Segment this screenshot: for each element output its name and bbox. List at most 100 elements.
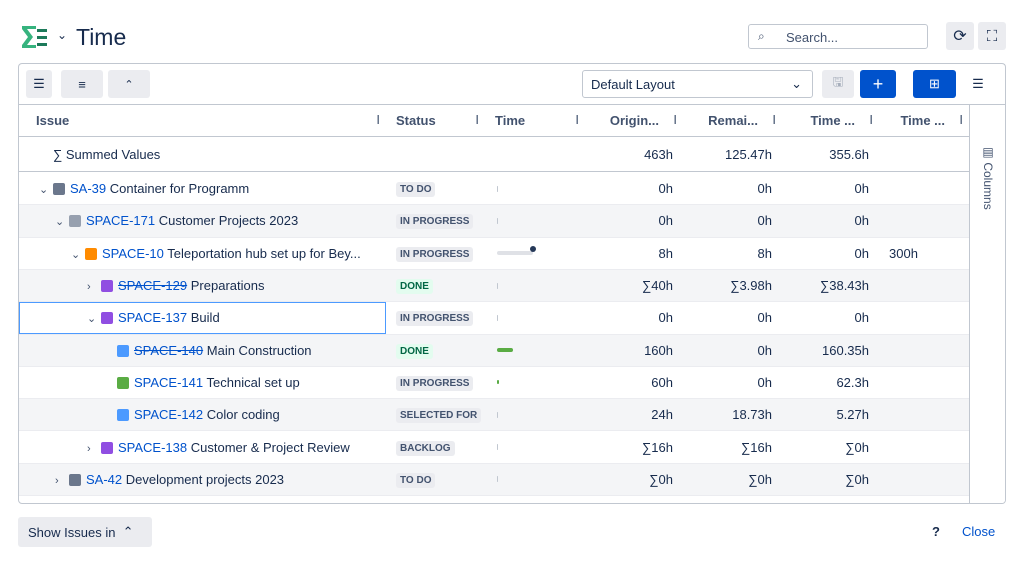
issue-key[interactable]: SPACE-142: [134, 407, 204, 423]
original-cell: ∑16h: [642, 439, 673, 455]
original-cell: 160h: [644, 342, 673, 358]
time-cell: [485, 399, 585, 430]
spent-cell: 62.3h: [836, 374, 869, 390]
status-lozenge: DONE: [396, 343, 433, 359]
resize-handle[interactable]: I: [475, 113, 479, 128]
expand-toggle[interactable]: ›: [87, 442, 91, 455]
column-header[interactable]: Issue I: [19, 113, 386, 128]
resize-handle[interactable]: I: [772, 113, 776, 128]
resize-handle[interactable]: I: [959, 113, 963, 128]
issue-row[interactable]: SPACE-142 Color coding SELECTED FOR 24h 18.…: [19, 399, 969, 432]
filter-button[interactable]: ≡: [61, 70, 103, 98]
logo-menu[interactable]: ⌄: [57, 28, 68, 42]
issue-summary: Preparations: [190, 278, 265, 294]
expand-toggle[interactable]: ⌄: [39, 184, 49, 197]
column-header[interactable]: Origin... I: [585, 113, 683, 128]
remaining-cell: ∑0h: [748, 471, 772, 487]
issue-summary: Customer Projects 2023: [158, 213, 299, 229]
issue-key[interactable]: SA-42: [86, 471, 123, 487]
resize-handle[interactable]: I: [376, 113, 380, 128]
status-cell: IN PROGRESS: [386, 374, 485, 391]
extra-cell: 300h: [889, 245, 918, 261]
columns-toggle[interactable]: ▤ Columns: [981, 145, 995, 210]
issue-row[interactable]: › SA-42 Development projects 2023 TO DO ∑0h…: [19, 463, 969, 497]
issue-row[interactable]: ⌄ SA-39 Container for Programm TO DO 0h 0h 0h: [19, 173, 969, 206]
issue-key[interactable]: SPACE-171: [86, 213, 156, 229]
issue-type-icon: [53, 183, 65, 196]
summary-row: ∑ Summed Values 463h 125.47h 355.6h: [19, 138, 969, 172]
issue-key[interactable]: SPACE-140: [134, 342, 204, 358]
issue-summary: Technical set up: [206, 374, 300, 390]
issue-row[interactable]: SPACE-140 Main Construction DONE 160h 0h 160…: [19, 334, 969, 367]
search-box[interactable]: ⌕ Search...: [748, 24, 928, 49]
resize-handle[interactable]: I: [575, 113, 579, 128]
issue-cell: › SPACE-129 Preparations: [19, 278, 386, 293]
expand-toggle[interactable]: ⌄: [87, 313, 97, 326]
time-cell: [485, 238, 585, 269]
column-header[interactable]: Status I: [386, 113, 485, 128]
issue-key[interactable]: SPACE-129: [118, 278, 188, 294]
resize-handle[interactable]: I: [673, 113, 677, 128]
issue-key[interactable]: SPACE-138: [118, 439, 188, 455]
time-cell: [485, 431, 585, 462]
collapse-button[interactable]: ⌃: [108, 70, 150, 98]
summary-remaining: 125.47h: [725, 147, 772, 162]
summary-label: ∑ Summed Values: [53, 147, 161, 162]
spent-cell: ∑0h: [845, 471, 869, 487]
issue-key[interactable]: SPACE-137: [118, 310, 188, 326]
issue-cell: SPACE-142 Color coding: [19, 407, 386, 422]
add-button[interactable]: +: [860, 70, 896, 98]
time-tick: [497, 314, 498, 321]
column-header[interactable]: Time I: [485, 113, 585, 128]
list-view-button[interactable]: ☰: [960, 70, 996, 98]
structure-button[interactable]: ☰: [26, 70, 52, 98]
column-label: Time ...: [900, 113, 945, 129]
time-tick: [497, 217, 498, 224]
refresh-button[interactable]: ⟳: [946, 22, 974, 50]
fullscreen-button[interactable]: ⛶: [978, 22, 1006, 50]
status-cell: TO DO: [386, 180, 485, 198]
issue-row[interactable]: › SPACE-129 Preparations DONE ∑40h ∑3.98h ∑38…: [19, 269, 969, 303]
status-cell: DONE: [386, 342, 485, 359]
close-button[interactable]: Close: [962, 524, 996, 539]
issue-key[interactable]: SA-39: [70, 181, 107, 197]
expand-toggle[interactable]: ›: [87, 281, 91, 294]
issue-row[interactable]: ⌄ SPACE-171 Customer Projects 2023 IN PROG…: [19, 205, 969, 238]
expand-toggle[interactable]: ⌄: [71, 248, 81, 261]
layout-select[interactable]: Default Layout ⌄: [582, 70, 813, 98]
resize-handle[interactable]: I: [869, 113, 873, 128]
time-cell: [485, 302, 585, 333]
time-cell: [485, 173, 585, 204]
issue-row[interactable]: SPACE-141 Technical set up IN PROGRESS 60h…: [19, 367, 969, 400]
issue-cell: SPACE-140 Main Construction: [19, 343, 386, 358]
issue-key[interactable]: SPACE-10: [102, 245, 164, 261]
spent-cell: 0h: [854, 245, 869, 261]
hierarchy-view-button[interactable]: ⊞: [913, 70, 956, 98]
column-header[interactable]: Time ... I: [782, 113, 879, 128]
issue-summary: Build: [190, 310, 220, 326]
remaining-cell: 0h: [757, 342, 772, 358]
help-button[interactable]: ?: [932, 524, 940, 539]
issue-row[interactable]: ⌄ SPACE-10 Teleportation hub set up for B…: [19, 238, 969, 270]
column-label: Time ...: [810, 113, 855, 129]
column-header[interactable]: Remai... I: [683, 113, 782, 128]
issue-type-icon: [85, 247, 97, 260]
save-button[interactable]: 🖫: [822, 70, 854, 98]
side-panel[interactable]: ▤ Columns: [969, 105, 1005, 503]
remaining-cell: 0h: [757, 181, 772, 197]
issue-row[interactable]: ⌄ SPACE-137 Build IN PROGRESS 0h 0h 0h: [19, 302, 969, 335]
show-issues-button[interactable]: Show Issues in ⌃: [18, 517, 152, 547]
issue-cell: ⌄ SPACE-171 Customer Projects 2023: [19, 213, 386, 228]
status-cell: TO DO: [386, 471, 485, 488]
expand-toggle[interactable]: ⌄: [55, 216, 65, 229]
summary-original: 463h: [644, 147, 673, 162]
issue-row[interactable]: › SPACE-138 Customer & Project Review BACK…: [19, 431, 969, 464]
column-header[interactable]: Time ... I: [879, 113, 969, 128]
issue-summary: Customer & Project Review: [190, 439, 350, 455]
issue-key[interactable]: SPACE-141: [134, 374, 204, 390]
time-tick: [497, 444, 498, 451]
expand-toggle[interactable]: ›: [55, 474, 59, 487]
issue-type-icon: [101, 280, 113, 293]
time-cell: [485, 464, 585, 495]
